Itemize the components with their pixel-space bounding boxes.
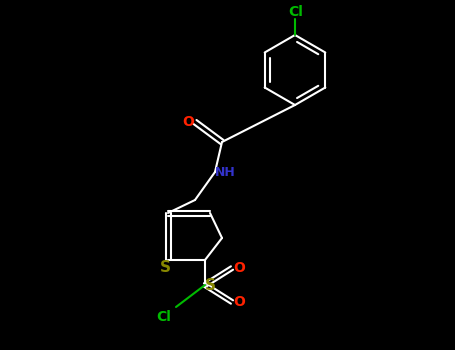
Text: S: S bbox=[160, 260, 171, 275]
Text: S: S bbox=[204, 278, 216, 293]
Text: O: O bbox=[233, 261, 245, 275]
Text: NH: NH bbox=[215, 166, 235, 178]
Text: O: O bbox=[233, 295, 245, 309]
Text: Cl: Cl bbox=[157, 310, 172, 324]
Text: Cl: Cl bbox=[288, 5, 303, 19]
Text: O: O bbox=[182, 115, 194, 129]
